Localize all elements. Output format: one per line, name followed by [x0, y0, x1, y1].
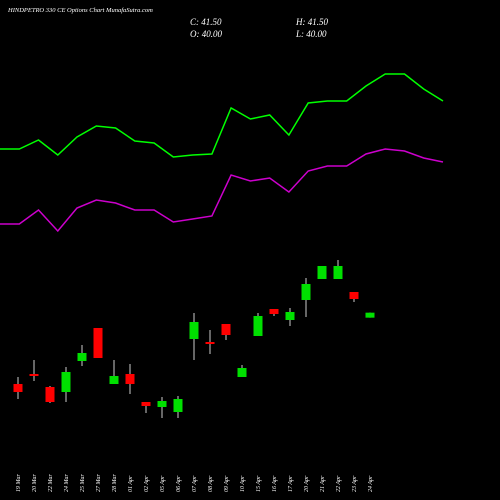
date-label: 25 Mar	[80, 474, 86, 492]
date-label: 22 Mar	[48, 474, 54, 492]
candle-body	[109, 376, 119, 384]
candle-body	[317, 266, 327, 279]
candle-body	[93, 328, 103, 358]
candle-body	[205, 342, 215, 344]
date-label: 16 Apr	[272, 475, 278, 492]
date-label: 17 Apr	[288, 475, 294, 492]
date-label: 22 Apr	[336, 475, 342, 492]
candle-body	[77, 353, 87, 361]
high-text: H: 41.50	[295, 17, 328, 27]
candle-body	[269, 309, 279, 314]
candle-body	[349, 292, 359, 299]
date-label: 06 Apr	[176, 475, 182, 492]
date-label: 19 Mar	[16, 474, 22, 492]
date-label: 28 Mar	[112, 474, 118, 492]
date-label: 10 Apr	[240, 475, 246, 492]
date-label: 08 Apr	[208, 475, 214, 492]
candle-body	[61, 372, 71, 392]
date-label: 15 Apr	[256, 475, 262, 492]
candle-body	[13, 384, 23, 392]
overlay-line	[0, 148, 444, 233]
candle-body	[221, 324, 231, 335]
date-label: 27 Mar	[96, 474, 102, 492]
date-label: 20 Mar	[32, 474, 38, 492]
candle-body	[365, 312, 375, 318]
date-label: 07 Apr	[192, 475, 198, 492]
candle-body	[141, 402, 151, 406]
candle-body	[157, 401, 167, 407]
candle-body	[301, 284, 311, 300]
date-label: 24 Mar	[63, 474, 70, 492]
date-label: 09 Apr	[224, 475, 230, 492]
date-label: 23 Apr	[352, 475, 358, 492]
candle-body	[253, 316, 263, 336]
date-label: 21 Apr	[320, 475, 326, 492]
chart-title: HINDPETRO 330 CE Options Chart MunafaSut…	[7, 7, 153, 14]
open-text: O: 40.00	[190, 29, 222, 39]
close-text: C: 41.50	[190, 17, 222, 27]
date-label: 05 Apr	[160, 475, 166, 492]
candle-body	[125, 374, 135, 384]
candle-body	[29, 374, 39, 376]
date-label: 24 Apr	[367, 475, 374, 492]
candle-body	[173, 399, 183, 412]
date-label: 01 Apr	[128, 475, 134, 492]
candle-body	[45, 387, 55, 402]
date-label: 20 Apr	[304, 475, 310, 492]
low-text: L: 40.00	[295, 29, 327, 39]
date-label: 02 Apr	[144, 475, 150, 492]
candle-body	[285, 312, 295, 320]
candle-body	[237, 368, 247, 377]
candle-body	[189, 322, 199, 339]
overlay-line	[0, 73, 444, 158]
candle-body	[333, 266, 343, 279]
